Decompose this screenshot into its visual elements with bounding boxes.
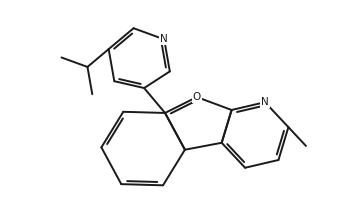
Text: O: O [193, 92, 201, 102]
Text: N: N [261, 97, 269, 107]
Text: N: N [160, 34, 168, 44]
